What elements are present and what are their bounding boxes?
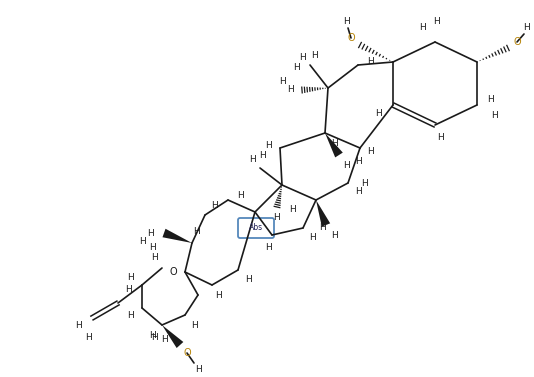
Text: H: H xyxy=(360,178,367,187)
Text: H: H xyxy=(192,320,198,329)
Text: H: H xyxy=(237,190,244,199)
Text: H: H xyxy=(249,155,255,164)
Text: H: H xyxy=(299,52,305,61)
Text: O: O xyxy=(513,37,521,47)
Text: H: H xyxy=(127,311,134,319)
Text: H: H xyxy=(288,86,294,95)
Text: H: H xyxy=(152,253,159,262)
Text: O: O xyxy=(347,33,355,43)
Text: H: H xyxy=(492,110,498,120)
FancyBboxPatch shape xyxy=(238,218,274,238)
Text: H: H xyxy=(488,95,494,104)
Text: H: H xyxy=(127,273,134,282)
Text: H: H xyxy=(332,138,339,147)
Text: H: H xyxy=(211,201,218,210)
Polygon shape xyxy=(325,133,343,158)
Text: H: H xyxy=(124,285,131,294)
Text: Abs: Abs xyxy=(249,224,263,233)
Text: H: H xyxy=(258,150,265,159)
Text: H: H xyxy=(375,109,381,118)
Text: H: H xyxy=(367,147,373,156)
Text: H: H xyxy=(148,244,155,253)
Text: H: H xyxy=(312,51,318,60)
Text: H: H xyxy=(437,133,443,143)
Text: H: H xyxy=(151,333,158,342)
Text: O: O xyxy=(183,348,191,358)
Text: H: H xyxy=(245,276,252,285)
Text: O: O xyxy=(169,267,177,277)
Text: H: H xyxy=(148,331,155,340)
Text: H: H xyxy=(84,334,91,342)
Polygon shape xyxy=(162,325,183,348)
Text: H: H xyxy=(331,230,337,239)
Text: H: H xyxy=(288,205,295,215)
Text: H: H xyxy=(147,228,153,238)
Text: H: H xyxy=(293,63,300,72)
Text: H: H xyxy=(162,336,168,345)
Text: H: H xyxy=(279,78,285,86)
Text: H: H xyxy=(265,141,271,150)
Text: H: H xyxy=(367,58,373,66)
Text: H: H xyxy=(273,213,280,222)
Text: H: H xyxy=(310,233,316,242)
Text: H: H xyxy=(194,365,201,374)
Text: H: H xyxy=(524,23,530,32)
Text: H: H xyxy=(75,322,81,331)
Text: H: H xyxy=(420,23,426,32)
Text: H: H xyxy=(343,161,350,170)
Text: H: H xyxy=(265,244,271,253)
Polygon shape xyxy=(316,200,330,227)
Text: H: H xyxy=(139,236,145,245)
Text: H: H xyxy=(215,291,222,299)
Text: H: H xyxy=(434,17,441,26)
Polygon shape xyxy=(162,229,192,243)
Text: H: H xyxy=(343,17,350,26)
Text: H: H xyxy=(355,187,362,196)
Text: H: H xyxy=(355,158,362,167)
Text: H: H xyxy=(194,227,200,236)
Text: H: H xyxy=(319,224,325,233)
